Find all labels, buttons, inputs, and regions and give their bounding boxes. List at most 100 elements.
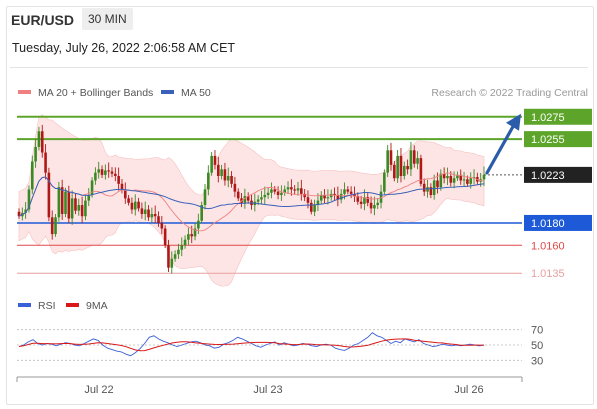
candle-body <box>429 187 433 195</box>
candle <box>409 141 413 177</box>
price-layer: 1.0275 1.0255 1.0223 1.0180 1.0160 1.0135 <box>17 108 592 287</box>
candle <box>412 145 416 168</box>
candle <box>333 187 336 201</box>
candle <box>393 160 396 182</box>
candle <box>57 181 61 222</box>
candle <box>213 149 217 170</box>
candle <box>180 237 184 257</box>
candle-body <box>160 222 164 229</box>
resistance-label: 1.0275 <box>531 112 565 124</box>
candle <box>230 171 233 188</box>
candle-body <box>87 195 91 201</box>
candle-body <box>469 178 473 184</box>
candle <box>429 183 433 199</box>
candle <box>123 182 127 204</box>
candle-body <box>402 165 406 176</box>
candle-body <box>197 220 200 229</box>
candle-body <box>207 172 210 190</box>
candle-body <box>200 205 203 221</box>
candle <box>130 197 134 214</box>
candle <box>399 147 403 183</box>
candle-body <box>449 176 453 183</box>
candle-body <box>127 198 130 203</box>
bollinger-legend-label: MA 20 + Bollinger Bands <box>38 87 153 99</box>
candle-body <box>97 169 101 173</box>
candle <box>290 179 293 196</box>
candle <box>233 176 237 198</box>
candle-body <box>296 188 300 191</box>
candle-body <box>349 191 353 194</box>
rsi-level-label: 70 <box>531 325 543 337</box>
candle <box>246 192 250 204</box>
candle-body <box>436 180 439 188</box>
candle-body <box>173 254 177 259</box>
ma9-legend-label: 9MA <box>86 300 108 312</box>
candle-body <box>366 197 370 203</box>
candle-body <box>54 217 57 235</box>
candle-body <box>376 202 380 206</box>
candle-body <box>373 205 376 209</box>
candle <box>203 184 207 210</box>
candle <box>47 167 51 222</box>
x-tick-label: Jul 26 <box>454 384 483 396</box>
candle <box>373 196 376 216</box>
candle <box>157 211 160 227</box>
candle <box>216 156 220 183</box>
candle-body <box>389 150 393 165</box>
candle <box>143 201 147 221</box>
candle-body <box>256 199 260 202</box>
candle-body <box>409 150 413 170</box>
candle-body <box>333 193 336 195</box>
candle-body <box>412 150 416 164</box>
timeframe-badge[interactable]: 30 MIN <box>82 8 133 30</box>
candle <box>283 185 287 196</box>
candle <box>193 223 197 241</box>
candle-body <box>157 216 160 223</box>
candle-body <box>57 187 61 218</box>
rsi-ma9-line <box>18 338 485 352</box>
candle <box>44 144 47 180</box>
datetime-label: Tuesday, July 26, 2022 2:06:58 AM CET <box>12 41 236 55</box>
current-price-tag <box>524 166 592 183</box>
candle <box>452 171 456 189</box>
candle <box>389 142 393 171</box>
candle <box>107 162 110 178</box>
candle-body <box>369 202 373 209</box>
candle <box>226 167 230 188</box>
candle-body <box>74 198 77 211</box>
candle-body <box>153 214 157 217</box>
candle-body <box>177 249 180 255</box>
candle-body <box>210 155 213 173</box>
candle-body <box>123 189 127 199</box>
candle-body <box>270 189 273 193</box>
candle <box>120 178 124 194</box>
candle-body <box>133 201 137 210</box>
ma50-legend-label: MA 50 <box>181 87 211 99</box>
candle-body <box>233 183 237 192</box>
candle-body <box>290 187 293 190</box>
candle-body <box>40 131 44 153</box>
candle-body <box>280 192 283 195</box>
candle-body <box>147 209 150 218</box>
candle-body <box>273 189 277 192</box>
candle-body <box>140 208 144 214</box>
candle <box>300 179 303 201</box>
candle <box>439 169 443 191</box>
candle-body <box>223 169 227 181</box>
x-tick-label: Jul 23 <box>253 384 282 396</box>
candle <box>386 144 389 177</box>
current-price-label: 1.0223 <box>531 170 565 182</box>
candle <box>462 171 466 187</box>
candle-body <box>393 164 396 179</box>
candle <box>456 171 459 181</box>
candle <box>422 178 426 196</box>
candle <box>319 191 323 204</box>
candle <box>402 161 406 180</box>
candle-body <box>319 195 323 201</box>
candle <box>482 166 486 187</box>
candle <box>286 181 290 195</box>
rsi-legend-label: RSI <box>38 300 56 312</box>
candle <box>140 202 144 219</box>
candle-body <box>30 161 34 190</box>
candle <box>349 186 353 199</box>
